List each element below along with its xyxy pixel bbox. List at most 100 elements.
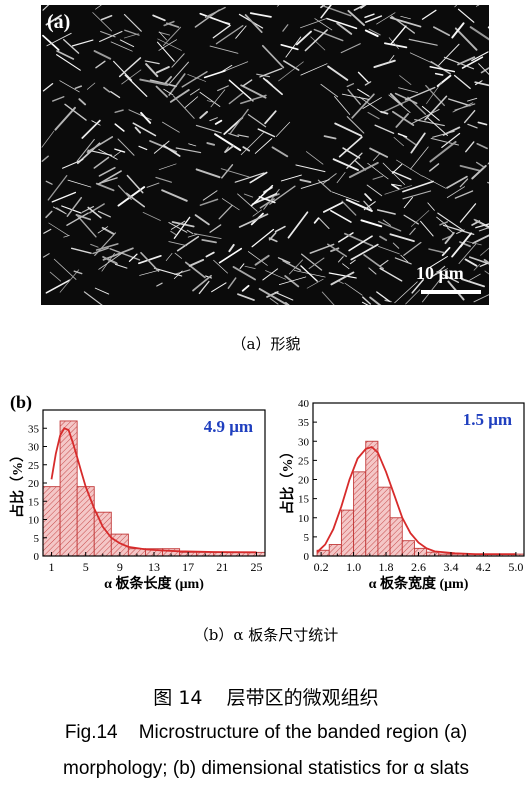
lath-edge xyxy=(300,63,328,76)
lath-edge xyxy=(364,15,383,23)
lath-edge xyxy=(408,38,438,46)
lath-edge xyxy=(173,216,191,239)
lath-edge xyxy=(453,74,471,90)
lath-edge xyxy=(228,133,240,138)
lath-edge xyxy=(48,222,69,236)
lath-edge xyxy=(475,161,485,168)
lath-edge xyxy=(209,224,222,233)
lath-edge xyxy=(224,144,235,153)
lath-edge xyxy=(152,14,166,22)
lath-edge xyxy=(350,243,379,261)
lath-edge xyxy=(227,277,237,289)
histogram-bar xyxy=(59,420,78,557)
lath-edge xyxy=(237,193,258,212)
lath-edge xyxy=(123,13,142,32)
lath-edge xyxy=(346,116,365,134)
lath-edge xyxy=(252,209,262,217)
lath-edge xyxy=(134,126,142,134)
micrograph-texture xyxy=(41,0,515,315)
lath-edge xyxy=(480,238,500,256)
lath-edge xyxy=(469,26,494,43)
lath-edge xyxy=(172,95,195,119)
lath-edge xyxy=(441,246,451,257)
lath-edge xyxy=(113,60,133,81)
lath-edge xyxy=(353,0,376,11)
lath-edge xyxy=(392,242,400,249)
lath-edge xyxy=(209,45,239,54)
lath-edge xyxy=(372,152,381,161)
lath-edge xyxy=(447,98,471,107)
lath-edge xyxy=(458,243,477,264)
y-tick-label: 25 xyxy=(298,455,310,467)
lath-edge xyxy=(124,74,148,97)
lath-edge xyxy=(288,259,304,275)
lath-edge xyxy=(428,248,445,254)
lath-edge xyxy=(100,14,113,21)
lath-edge xyxy=(326,17,358,30)
lath-edge xyxy=(98,166,116,177)
lath-edge xyxy=(320,83,339,98)
lath-edge xyxy=(162,144,181,157)
lath-edge xyxy=(59,80,80,93)
lath-edge xyxy=(76,138,95,162)
lath-edge xyxy=(368,267,377,275)
y-tick-label: 15 xyxy=(28,496,40,508)
lath-edge xyxy=(244,14,263,33)
lath-edge xyxy=(295,164,326,173)
lath-edge xyxy=(454,27,478,51)
panel-b-caption: （b）α 板条尺寸统计 xyxy=(193,626,339,644)
lath-edge xyxy=(338,232,354,243)
width-histogram: 0.2 1.0 1.8 2.6 3.4 4.2 5.0 0 5 10 15 20 25 30 35 40 α 板… xyxy=(279,398,525,592)
lath-edge xyxy=(477,121,488,126)
lath-edge xyxy=(369,296,383,308)
y-axis-label: 占比（%） xyxy=(9,448,26,518)
lath-edge xyxy=(394,92,418,105)
lath-edge xyxy=(277,257,291,264)
lath-edge xyxy=(81,205,95,213)
lath-edge xyxy=(242,79,253,87)
lath-edge xyxy=(314,18,333,31)
lath-edge xyxy=(164,75,172,85)
lath-edge xyxy=(341,200,357,216)
lath-edge xyxy=(461,278,485,288)
lath-edge xyxy=(346,83,355,88)
lath-edge xyxy=(269,185,296,205)
y-tick-label: 30 xyxy=(28,442,40,454)
x-tick-label: 9 xyxy=(117,560,123,574)
lath-edge xyxy=(228,92,244,105)
lath-edge xyxy=(434,72,444,76)
lath-edge xyxy=(94,287,110,295)
lath-edge xyxy=(218,204,233,220)
lath-edge xyxy=(63,235,70,238)
lath-edge xyxy=(283,60,300,71)
lath-edge xyxy=(155,66,170,74)
lath-edge xyxy=(431,268,448,277)
lath-edge xyxy=(454,190,474,199)
lath-edge xyxy=(161,189,188,202)
lath-edge xyxy=(394,257,412,265)
lath-edge xyxy=(404,86,436,101)
lath-edge xyxy=(251,228,275,248)
panel-a-caption: （a）形貌 xyxy=(231,335,301,353)
lath-edge xyxy=(155,176,172,183)
lath-edge xyxy=(217,85,229,92)
lath-edge xyxy=(411,279,424,294)
lath-edge xyxy=(264,110,277,125)
lath-edge xyxy=(168,222,188,233)
lath-edge xyxy=(332,158,359,171)
lath-edge xyxy=(379,235,388,242)
lath-edge xyxy=(363,200,372,210)
lath-edge xyxy=(421,9,437,20)
lath-edge xyxy=(241,284,250,292)
lath-edge xyxy=(330,209,352,223)
lath-edge xyxy=(259,67,283,78)
lath-edge xyxy=(320,2,333,19)
figure-title-cn: 图 14 层带区的微观组织 xyxy=(153,687,379,709)
lath-edge xyxy=(144,60,160,65)
lath-edge xyxy=(175,147,202,154)
lath-edge xyxy=(471,164,487,180)
lath-edge xyxy=(308,257,325,270)
lath-edge xyxy=(66,212,89,226)
lath-edge xyxy=(228,243,235,253)
